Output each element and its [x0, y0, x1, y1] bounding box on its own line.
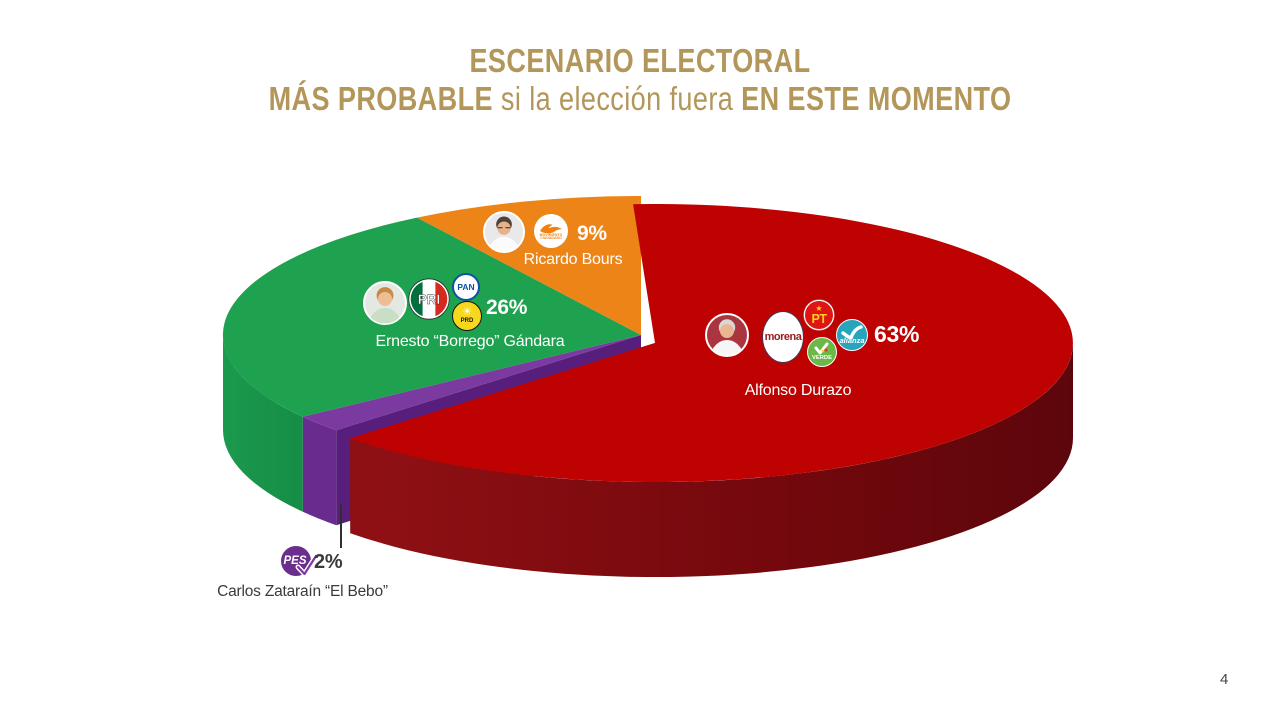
pt-logo: ★ PT	[804, 300, 834, 330]
pan-logo-text: PAN	[457, 281, 475, 292]
pan-logo: PAN	[452, 273, 480, 301]
pt-logo-text: PT	[811, 311, 827, 326]
pct-label-bours: 9%	[577, 222, 607, 245]
candidate-name-gandara: Ernesto “Borrego” Gándara	[375, 333, 565, 350]
mc-logo-text2: CIUDADANO	[540, 236, 562, 240]
pes-logo-text: PES	[283, 555, 306, 567]
title-line2-bold1: MÁS PROBABLE	[268, 80, 493, 117]
movimiento-ciudadano-logo: MOVIMIENTO CIUDADANO	[534, 214, 568, 248]
title-line1: ESCENARIO ELECTORAL	[469, 42, 811, 79]
title-line2-regular: si la elección fuera	[492, 80, 742, 117]
candidate-name-bours: Ricardo Bours	[523, 251, 623, 268]
candidate-photo-bours	[483, 211, 525, 253]
prd-sun-icon: ☀	[462, 306, 472, 318]
pie-slice-wall-gandara	[223, 335, 303, 512]
verde-check-icon	[814, 342, 829, 355]
verde-logo-text: VERDE	[812, 355, 832, 362]
candidate-photo-gandara	[363, 281, 407, 325]
alianza-logo: alianza	[836, 319, 868, 351]
chart-title: ESCENARIO ELECTORAL MÁS PROBABLE si la e…	[115, 42, 1165, 118]
candidate-name-zatarain: Carlos Zataraín “El Bebo”	[217, 583, 388, 600]
candidate-photo-durazo	[705, 313, 749, 357]
alianza-logo-text: alianza	[839, 336, 865, 346]
title-line2-bold2: EN ESTE MOMENTO	[741, 80, 1012, 117]
pri-logo: PRI	[408, 278, 450, 320]
pct-label-durazo: 63%	[874, 321, 920, 347]
prd-logo: ☀ PRD	[452, 301, 482, 331]
pie-slice-wall-durazo	[350, 343, 1073, 578]
pct-label-gandara: 26%	[486, 296, 528, 319]
pt-star-icon: ★	[815, 303, 823, 313]
pes-logo: PES	[280, 545, 319, 577]
title-line2: MÁS PROBABLE si la elección fuera EN EST…	[115, 80, 1165, 118]
pie-slice-top-bours	[417, 195, 641, 335]
mc-logo-text1: MOVIMIENTO	[539, 232, 563, 237]
pri-logo-text: PRI	[418, 292, 441, 307]
morena-logo: morena	[762, 311, 804, 363]
pie-slice-top-zatarain	[302, 335, 641, 431]
morena-logo-text: morena	[764, 330, 802, 343]
alianza-check-icon	[841, 325, 863, 340]
mc-eagle-icon	[540, 223, 562, 233]
pie-slice-wall-zatarain	[302, 416, 337, 526]
page-number: 4	[1220, 671, 1229, 688]
callout-line-zatarain	[340, 504, 342, 548]
pvem-verde-logo: VERDE	[807, 337, 837, 367]
candidate-name-durazo: Alfonso Durazo	[744, 382, 852, 399]
prd-logo-text: PRD	[460, 318, 474, 324]
pct-label-zatarain: 2%	[314, 551, 343, 573]
